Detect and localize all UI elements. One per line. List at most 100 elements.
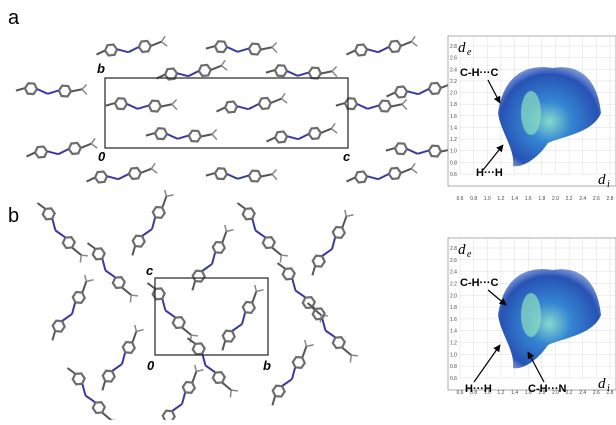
bond <box>205 172 215 177</box>
cell-label: 0 <box>98 149 106 164</box>
ring <box>61 235 77 250</box>
y-axis-label: d <box>458 40 466 56</box>
bond <box>96 49 106 56</box>
bond <box>271 46 278 54</box>
bond <box>265 69 275 74</box>
bond <box>407 90 419 96</box>
molecule <box>265 64 338 80</box>
bond <box>251 218 257 231</box>
arrow <box>527 351 545 383</box>
ring <box>153 127 169 141</box>
ring <box>427 144 443 158</box>
ring <box>57 84 73 98</box>
bond <box>177 134 189 140</box>
cell-label: c <box>343 149 351 164</box>
ring <box>307 66 323 80</box>
y-tick-label: 2.0 <box>450 91 457 97</box>
bond <box>367 104 379 110</box>
ring <box>247 169 263 183</box>
bond <box>145 132 155 137</box>
bond <box>117 48 129 54</box>
bond <box>126 103 139 110</box>
bond <box>54 229 66 238</box>
ring <box>163 67 179 81</box>
bond <box>121 352 126 365</box>
bond <box>136 329 144 333</box>
bond <box>331 70 338 78</box>
bond <box>254 284 258 292</box>
bond <box>341 347 352 356</box>
bond <box>200 133 213 138</box>
y-tick-label: 1.6 <box>450 317 457 323</box>
x-tick-label: 0.8 <box>470 390 477 396</box>
ring <box>67 141 83 156</box>
ring <box>91 247 106 261</box>
y-tick-label: 1.2 <box>450 137 457 143</box>
bond <box>400 167 412 174</box>
x-tick-label: 1.0 <box>484 196 491 202</box>
density <box>498 269 601 369</box>
bond <box>241 312 246 325</box>
y-tick-label: 2.2 <box>450 79 457 85</box>
ring <box>101 369 116 383</box>
bond <box>191 281 196 291</box>
y-tick-label: 1.8 <box>450 305 457 311</box>
bond <box>410 168 418 174</box>
bond <box>166 133 179 140</box>
x-tick-label: 0.6 <box>457 196 464 202</box>
bond <box>61 313 73 322</box>
ring <box>387 39 403 54</box>
bond <box>131 246 136 256</box>
bond <box>271 169 278 175</box>
bond <box>26 151 36 158</box>
molecule <box>51 274 94 341</box>
bond <box>177 72 189 78</box>
molecule <box>191 224 234 291</box>
x-tick-label: 2.8 <box>607 390 614 396</box>
ring <box>311 254 326 268</box>
molecule <box>306 302 358 363</box>
arrow <box>473 344 501 383</box>
molecule <box>216 92 288 114</box>
ring <box>241 300 257 315</box>
ring <box>171 315 187 330</box>
ring <box>427 81 443 96</box>
ring <box>91 400 107 415</box>
ring <box>307 126 323 141</box>
bond <box>349 355 353 363</box>
ring <box>131 234 146 248</box>
y-axis-sub: e <box>467 47 472 58</box>
bond <box>367 175 379 181</box>
molecule <box>266 122 338 144</box>
bond <box>260 46 273 51</box>
molecule <box>105 97 178 113</box>
panel-label: a <box>8 7 20 29</box>
molecule <box>205 167 278 183</box>
bond <box>186 337 196 345</box>
bond <box>204 364 216 373</box>
molecule <box>156 59 228 81</box>
bond <box>196 369 204 373</box>
unit-cell <box>104 77 349 149</box>
bond <box>344 209 348 217</box>
x-tick-label: 0.6 <box>457 390 464 396</box>
bond <box>220 65 228 71</box>
bond <box>150 168 158 174</box>
bond <box>271 247 282 256</box>
ring <box>113 97 129 111</box>
bond <box>81 383 87 396</box>
x-tick-label: 2.4 <box>579 196 586 202</box>
y-tick-label: 2.4 <box>450 67 457 73</box>
bond <box>150 40 162 47</box>
y-tick-label: 2.8 <box>450 246 457 252</box>
bond <box>36 88 49 95</box>
bond <box>81 254 88 257</box>
bond <box>51 218 57 231</box>
density <box>498 67 601 167</box>
ring <box>273 64 289 78</box>
molecule <box>146 282 198 343</box>
bond <box>280 92 286 100</box>
bond <box>236 202 246 210</box>
molecule <box>131 189 174 256</box>
